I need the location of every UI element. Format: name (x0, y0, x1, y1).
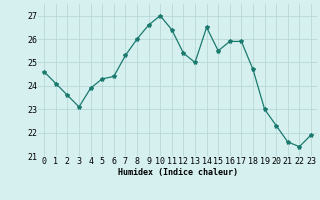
X-axis label: Humidex (Indice chaleur): Humidex (Indice chaleur) (118, 168, 238, 177)
